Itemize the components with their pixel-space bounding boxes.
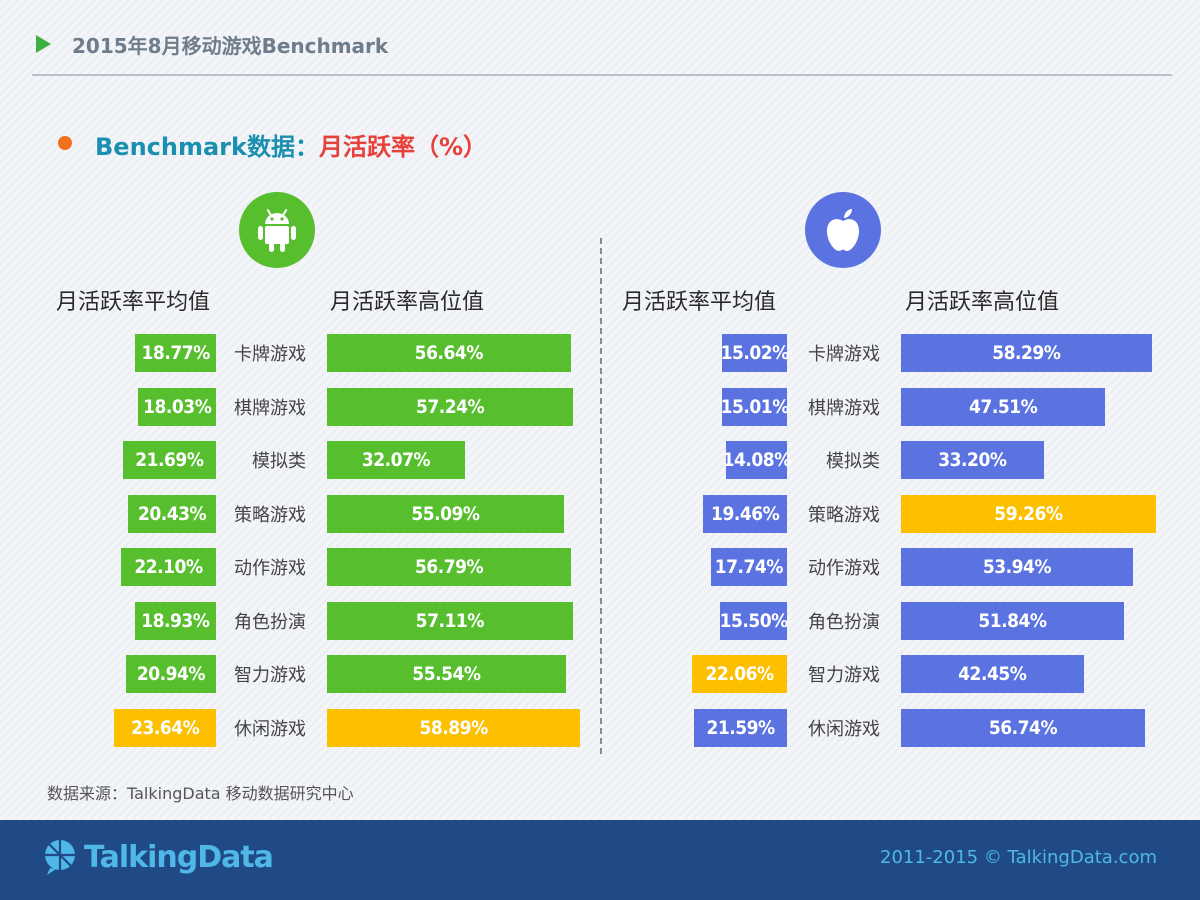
ios-high-bar: 58.29% bbox=[901, 334, 1152, 372]
android-high-bar: 56.64% bbox=[327, 334, 571, 372]
ios-avg-bar: 17.74% bbox=[710, 548, 787, 586]
ios-category-label: 动作游戏 bbox=[808, 558, 880, 579]
android-avg-bar: 21.69% bbox=[122, 441, 216, 479]
ios-high-bar: 33.20% bbox=[901, 441, 1044, 479]
android-category-label: 动作游戏 bbox=[234, 558, 306, 579]
android-category-label: 角色扮演 bbox=[234, 612, 306, 633]
ios-category-label: 策略游戏 bbox=[808, 505, 880, 526]
ios-high-bar: 51.84% bbox=[901, 602, 1124, 640]
ios-category-label: 模拟类 bbox=[826, 451, 880, 472]
android-avg-bar: 20.94% bbox=[125, 655, 216, 693]
android-high-bar: 58.89% bbox=[327, 709, 581, 747]
android-avg-bar: 18.77% bbox=[135, 334, 216, 372]
android-avg-bar: 23.64% bbox=[114, 709, 216, 747]
android-high-bar: 32.07% bbox=[327, 441, 465, 479]
android-high-bar: 57.11% bbox=[327, 602, 573, 640]
section-title-prefix: Benchmark数据： bbox=[95, 133, 319, 161]
android-category-label: 卡牌游戏 bbox=[234, 344, 306, 365]
android-category-label: 棋牌游戏 bbox=[234, 398, 306, 419]
android-high-header: 月活跃率高位值 bbox=[330, 290, 485, 315]
ios-category-label: 智力游戏 bbox=[808, 665, 880, 686]
ios-category-label: 棋牌游戏 bbox=[808, 398, 880, 419]
ios-avg-bar: 15.02% bbox=[721, 334, 789, 372]
brand-name: TalkingData bbox=[84, 839, 274, 875]
android-high-bar: 56.79% bbox=[327, 548, 572, 586]
ios-avg-bar: 14.08% bbox=[723, 441, 791, 479]
ios-high-bar: 59.26% bbox=[901, 495, 1156, 533]
android-avg-bar: 18.93% bbox=[134, 602, 216, 640]
section-title: Benchmark数据：月活跃率（%） bbox=[95, 127, 487, 162]
android-category-label: 智力游戏 bbox=[234, 665, 306, 686]
footer-logo: TalkingData bbox=[42, 838, 274, 876]
android-high-bar: 57.24% bbox=[327, 388, 574, 426]
page-title: 2015年8月移动游戏Benchmark bbox=[72, 34, 389, 58]
android-category-label: 策略游戏 bbox=[234, 505, 306, 526]
play-arrow-icon bbox=[36, 35, 51, 53]
android-avg-bar: 22.10% bbox=[120, 548, 216, 586]
android-icon bbox=[239, 192, 315, 268]
apple-icon bbox=[805, 192, 881, 268]
ios-avg-bar: 22.06% bbox=[692, 655, 787, 693]
ios-category-label: 角色扮演 bbox=[808, 612, 880, 633]
copyright: 2011-2015 © TalkingData.com bbox=[880, 847, 1158, 868]
ios-avg-bar: 15.50% bbox=[720, 602, 788, 640]
android-high-bar: 55.54% bbox=[327, 655, 566, 693]
ios-high-bar: 42.45% bbox=[901, 655, 1084, 693]
ios-high-header: 月活跃率高位值 bbox=[905, 290, 1060, 315]
ios-high-bar: 56.74% bbox=[901, 709, 1145, 747]
talkingdata-logo-icon bbox=[45, 840, 75, 875]
ios-category-label: 卡牌游戏 bbox=[808, 344, 880, 365]
ios-category-label: 休闲游戏 bbox=[808, 719, 880, 740]
android-category-label: 休闲游戏 bbox=[234, 719, 306, 740]
data-source: 数据来源：TalkingData 移动数据研究中心 bbox=[47, 784, 354, 803]
android-avg-header: 月活跃率平均值 bbox=[56, 290, 211, 315]
ios-high-bar: 47.51% bbox=[901, 388, 1106, 426]
section-title-metric: 月活跃率（%） bbox=[318, 133, 488, 161]
ios-avg-header: 月活跃率平均值 bbox=[622, 290, 777, 315]
platform-divider bbox=[600, 238, 602, 754]
footer-bar bbox=[0, 820, 1200, 900]
android-avg-bar: 18.03% bbox=[138, 388, 216, 426]
ios-avg-bar: 19.46% bbox=[703, 495, 787, 533]
ios-high-bar: 53.94% bbox=[901, 548, 1133, 586]
android-category-label: 模拟类 bbox=[252, 451, 306, 472]
android-avg-bar: 20.43% bbox=[128, 495, 216, 533]
ios-avg-bar: 15.01% bbox=[721, 388, 789, 426]
android-high-bar: 55.09% bbox=[327, 495, 564, 533]
header-divider bbox=[32, 74, 1172, 76]
ios-avg-bar: 21.59% bbox=[694, 709, 787, 747]
bullet-icon bbox=[58, 136, 72, 150]
